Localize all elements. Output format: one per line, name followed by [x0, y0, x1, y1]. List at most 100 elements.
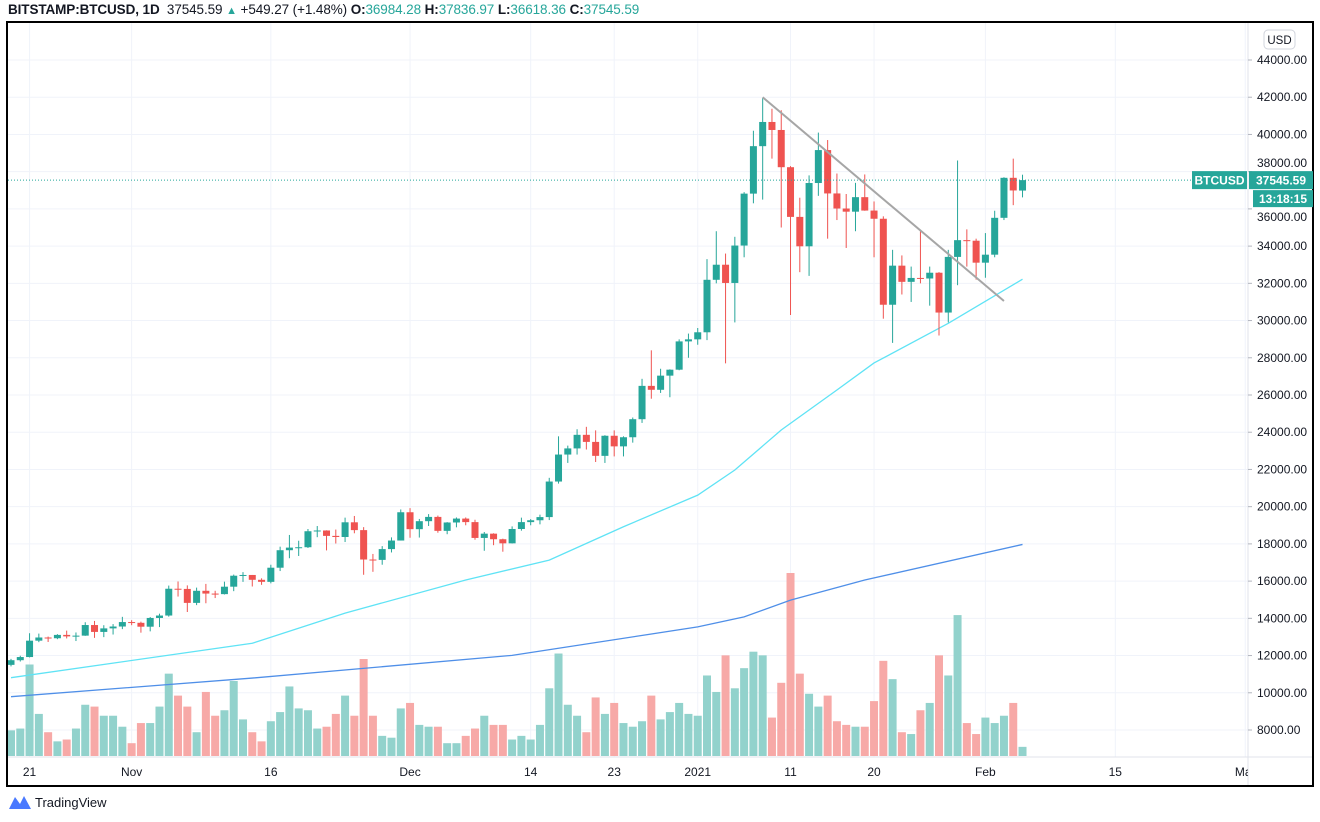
candle[interactable] — [842, 193, 850, 248]
candle[interactable] — [861, 174, 869, 211]
trendline-drawing[interactable] — [762, 96, 1005, 302]
candle[interactable] — [387, 537, 395, 553]
candle[interactable] — [397, 509, 405, 541]
candle[interactable] — [573, 429, 581, 455]
time-axis[interactable]: 21 Nov 16 Dec 14 23 2021 11 20 Feb 15 Mar — [23, 765, 1256, 779]
candle[interactable] — [202, 583, 210, 604]
candle[interactable] — [146, 617, 154, 632]
candle[interactable] — [304, 528, 312, 548]
candle[interactable] — [285, 534, 293, 559]
candle[interactable] — [165, 585, 173, 617]
candle[interactable] — [991, 210, 999, 258]
symbol-title[interactable]: BITSTAMP:BTCUSD, 1D — [8, 2, 160, 17]
candle[interactable] — [935, 272, 943, 336]
candle[interactable] — [777, 110, 785, 228]
candle[interactable] — [230, 574, 238, 592]
candle[interactable] — [870, 201, 878, 258]
candle[interactable] — [183, 585, 191, 613]
candle[interactable] — [415, 518, 423, 538]
candle[interactable] — [1000, 177, 1008, 221]
candle[interactable] — [332, 529, 340, 544]
candle[interactable] — [341, 517, 349, 543]
candle[interactable] — [406, 508, 414, 538]
candle[interactable] — [1009, 158, 1017, 206]
candle[interactable] — [527, 519, 535, 526]
candle[interactable] — [889, 249, 897, 343]
candle[interactable] — [981, 233, 989, 278]
candle[interactable] — [72, 632, 80, 642]
candle[interactable] — [879, 216, 887, 319]
candle[interactable] — [128, 620, 136, 626]
plot-area[interactable] — [7, 96, 1192, 756]
candle[interactable] — [360, 527, 368, 575]
tradingview-logo[interactable]: TradingView — [8, 794, 107, 810]
candle[interactable] — [81, 622, 89, 636]
candle[interactable] — [564, 445, 572, 463]
candle[interactable] — [517, 517, 525, 531]
candle[interactable] — [582, 426, 590, 450]
candle[interactable] — [211, 590, 219, 599]
candle[interactable] — [749, 130, 757, 204]
candle[interactable] — [26, 633, 34, 658]
candle[interactable] — [369, 553, 377, 572]
candle[interactable] — [193, 587, 201, 606]
candle[interactable] — [295, 540, 303, 556]
candle[interactable] — [91, 620, 99, 638]
candle[interactable] — [100, 625, 108, 638]
candle[interactable] — [638, 378, 646, 423]
candle[interactable] — [536, 514, 544, 525]
candle[interactable] — [629, 417, 637, 443]
candle[interactable] — [248, 574, 256, 587]
candle[interactable] — [35, 633, 43, 643]
candle[interactable] — [490, 533, 498, 546]
candle[interactable] — [898, 255, 906, 295]
candle[interactable] — [963, 229, 971, 267]
candle[interactable] — [480, 531, 488, 551]
candle[interactable] — [740, 192, 748, 258]
candle[interactable] — [796, 197, 804, 273]
candle[interactable] — [118, 616, 126, 630]
candle[interactable] — [155, 613, 163, 628]
candle[interactable] — [434, 515, 442, 533]
candle[interactable] — [44, 636, 52, 642]
price-axis[interactable]: 44000.00 42000.00 40000.00 38000.00 36000.00… — [1248, 53, 1307, 737]
candle[interactable] — [601, 435, 609, 463]
candle[interactable] — [657, 368, 665, 393]
candle[interactable] — [137, 621, 145, 633]
candle[interactable] — [1019, 174, 1027, 198]
candle[interactable] — [323, 530, 331, 551]
candle[interactable] — [833, 173, 841, 221]
candle[interactable] — [675, 339, 683, 371]
candle[interactable] — [443, 522, 451, 535]
candle[interactable] — [712, 231, 720, 284]
candle[interactable] — [63, 630, 71, 639]
candle[interactable] — [425, 514, 433, 527]
candle[interactable] — [610, 430, 618, 457]
candle[interactable] — [851, 182, 859, 232]
candle[interactable] — [16, 655, 24, 662]
candle[interactable] — [805, 175, 813, 276]
candle[interactable] — [258, 578, 266, 585]
candle[interactable] — [944, 249, 952, 323]
candle[interactable] — [907, 266, 915, 302]
candle[interactable] — [954, 160, 962, 286]
candle[interactable] — [926, 266, 934, 306]
candle[interactable] — [768, 108, 776, 159]
candle[interactable] — [174, 581, 182, 597]
candle[interactable] — [592, 430, 600, 462]
candle[interactable] — [916, 231, 924, 284]
candle[interactable] — [731, 236, 739, 323]
candle[interactable] — [276, 546, 284, 572]
candle[interactable] — [703, 259, 711, 341]
candle[interactable] — [239, 572, 247, 582]
candle[interactable] — [619, 436, 627, 457]
candle[interactable] — [972, 238, 980, 280]
candle[interactable] — [722, 253, 730, 364]
candle[interactable] — [471, 519, 479, 540]
currency-button[interactable]: USD — [1263, 29, 1296, 50]
candle[interactable] — [555, 436, 563, 484]
candle[interactable] — [508, 526, 516, 544]
candle[interactable] — [499, 538, 507, 552]
candle[interactable] — [109, 624, 117, 635]
